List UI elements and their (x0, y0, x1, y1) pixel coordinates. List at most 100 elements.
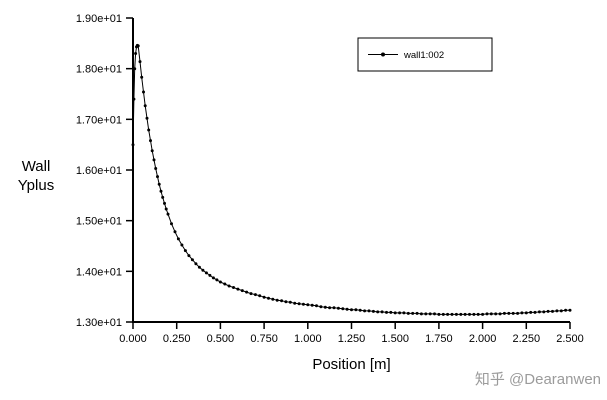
y-tick-label: 1.60e+01 (76, 165, 122, 177)
x-tick-label: 2.000 (469, 333, 497, 345)
legend-label: wall1:002 (403, 50, 444, 61)
series-marker (315, 304, 318, 308)
series-marker (345, 307, 349, 311)
series-marker (271, 297, 275, 301)
series-marker (485, 312, 489, 316)
series-marker (393, 311, 397, 315)
series-marker (201, 268, 205, 272)
series-marker (131, 143, 135, 147)
series-marker (537, 310, 541, 314)
series-marker (376, 310, 380, 314)
series-marker (249, 292, 253, 296)
series-marker (173, 230, 177, 234)
series-marker (154, 167, 158, 170)
series-marker (170, 222, 173, 226)
series-marker (476, 312, 480, 316)
y-tick-label: 1.40e+01 (76, 266, 122, 278)
series-marker (551, 309, 554, 313)
series-marker (555, 309, 559, 313)
series-marker (258, 294, 262, 298)
series-marker (463, 312, 467, 316)
series-marker (454, 312, 458, 316)
series-marker (437, 312, 441, 316)
x-tick-label: 0.500 (207, 333, 235, 345)
series-marker (208, 273, 212, 277)
series-marker (267, 296, 270, 300)
series-marker (194, 262, 198, 266)
series-marker (415, 311, 419, 315)
series-marker (187, 254, 191, 258)
series-marker (253, 293, 257, 297)
series-marker (157, 182, 161, 186)
series-marker (306, 303, 310, 307)
series-marker (433, 312, 436, 316)
series-marker (147, 128, 151, 132)
series-marker (143, 104, 147, 108)
series-marker (441, 312, 445, 316)
series-marker (150, 149, 154, 153)
series-marker (424, 312, 428, 316)
series-marker (280, 299, 284, 303)
series-marker (371, 309, 375, 313)
series-marker (164, 207, 168, 211)
series-marker (297, 302, 301, 306)
series-marker (159, 189, 163, 193)
x-tick-label: 0.250 (163, 333, 191, 345)
series-marker (163, 201, 166, 205)
series-marker (215, 278, 219, 282)
series-marker (145, 116, 149, 120)
x-tick-label: 1.250 (338, 333, 366, 345)
series-marker (288, 300, 292, 304)
x-tick-label: 1.000 (294, 333, 322, 345)
series-marker (489, 312, 493, 316)
series-marker (481, 312, 485, 316)
series-marker (533, 310, 537, 314)
x-tick-label: 2.250 (513, 333, 541, 345)
series-marker (227, 284, 231, 288)
series-marker (284, 300, 288, 304)
series-marker (350, 308, 353, 312)
legend-marker-dot (381, 52, 385, 57)
series-line (132, 44, 570, 315)
series-marker (152, 158, 156, 162)
series-marker (354, 308, 358, 312)
series-marker (494, 312, 498, 316)
series-marker (134, 52, 138, 55)
series-marker (516, 311, 520, 315)
series-marker (332, 306, 336, 310)
series-marker (507, 311, 511, 315)
series-marker (564, 308, 568, 312)
series-marker (529, 310, 533, 314)
series-marker (328, 306, 332, 310)
series-marker (520, 311, 524, 315)
series-marker (459, 312, 463, 316)
series-marker (136, 44, 140, 48)
series-marker (502, 311, 506, 315)
series-marker (183, 249, 187, 253)
x-tick-label: 1.500 (381, 333, 409, 345)
series-marker (472, 312, 476, 316)
series-marker (232, 286, 235, 289)
series-marker (450, 312, 454, 316)
series-marker (524, 311, 528, 315)
y-tick-label: 1.70e+01 (76, 114, 122, 126)
series-marker (149, 139, 152, 143)
series-marker (511, 311, 515, 315)
x-tick-label: 2.500 (556, 333, 584, 345)
series-marker (293, 301, 297, 305)
series-marker (546, 309, 550, 313)
series-marker (389, 310, 393, 314)
series-marker (236, 287, 240, 291)
series-marker (568, 308, 572, 312)
series-marker (211, 276, 215, 280)
series-marker (310, 303, 314, 307)
series-marker (142, 90, 145, 94)
y-tick-label: 1.30e+01 (76, 317, 122, 329)
series-marker (398, 311, 402, 315)
series-marker (262, 295, 266, 299)
series-marker (140, 75, 144, 79)
series-marker (406, 311, 410, 315)
series-marker (176, 237, 180, 241)
